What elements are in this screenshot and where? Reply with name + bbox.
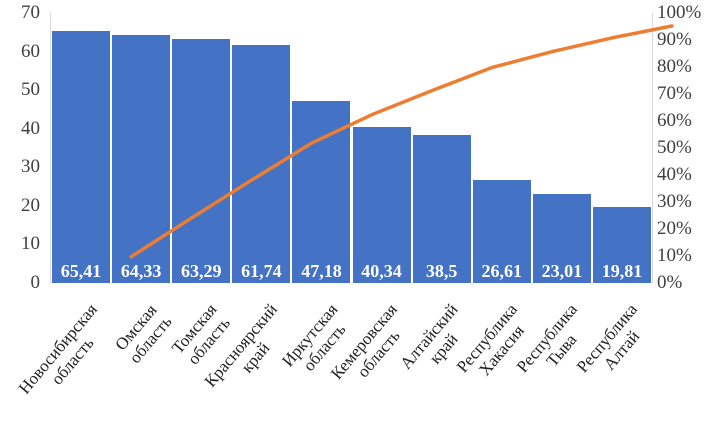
bar: 23,01 xyxy=(532,194,591,283)
value-axis-tick: 0 xyxy=(30,272,41,293)
percent-axis-tick: 60% xyxy=(657,110,692,131)
bar: 38,5 xyxy=(412,134,471,283)
category-label: Республика Алтай xyxy=(573,300,657,389)
percent-axis-tick: 20% xyxy=(657,218,692,239)
bar-value-label: 64,33 xyxy=(120,261,162,281)
cumulative-line xyxy=(129,24,674,259)
value-axis-tick: 50 xyxy=(21,79,40,101)
percent-axis-tick: 100% xyxy=(657,2,702,23)
value-axis-tick: 40 xyxy=(21,117,40,139)
value-axis-tick: 30 xyxy=(21,156,40,178)
bar-value-label: 19,81 xyxy=(601,261,643,281)
bar: 40,34 xyxy=(352,127,411,283)
plot-area: 65,41 64,33 63,29 61,74 47,18 40,34 38,5 26,61 2… xyxy=(50,13,674,283)
bar: 63,29 xyxy=(172,38,231,283)
cumulative-line-path xyxy=(129,24,674,259)
percent-axis-tick: 40% xyxy=(657,164,692,185)
percent-axis-tick: 10% xyxy=(657,245,692,266)
percent-axis-tick: 0% xyxy=(657,272,683,293)
bar-value-label: 23,01 xyxy=(541,261,583,281)
value-axis-tick: 10 xyxy=(21,233,40,255)
value-axis-tick: 20 xyxy=(21,194,40,216)
value-axis-tick: 70 xyxy=(21,2,40,23)
value-axis-tick: 60 xyxy=(21,40,40,62)
category-label: Республика Тыва xyxy=(513,300,597,389)
category-label: Новосибирская область xyxy=(14,300,115,410)
percent-axis-tick: 30% xyxy=(657,191,692,212)
bar-value-label: 38,5 xyxy=(425,261,458,281)
percent-axis-tick: 50% xyxy=(657,137,692,158)
bar-value-label: 26,61 xyxy=(481,261,522,281)
percent-axis-tick: 70% xyxy=(657,83,692,104)
bar-value-label: 61,74 xyxy=(241,261,282,281)
bar-value-label: 47,18 xyxy=(301,261,342,281)
bar: 26,61 xyxy=(472,180,531,283)
bar-value-label: 63,29 xyxy=(180,261,222,281)
percent-axis-tick: 90% xyxy=(657,29,692,50)
bar-value-label: 65,41 xyxy=(60,261,102,281)
bar-value-label: 40,34 xyxy=(361,261,402,281)
bar: 65,41 xyxy=(52,30,111,283)
bar: 47,18 xyxy=(292,101,351,283)
bar: 64,33 xyxy=(112,34,171,283)
category-label: Республика Хакасия xyxy=(453,300,537,389)
percent-axis-tick: 80% xyxy=(657,56,692,77)
bar: 19,81 xyxy=(592,206,651,283)
category-label: Омская область xyxy=(110,300,176,368)
